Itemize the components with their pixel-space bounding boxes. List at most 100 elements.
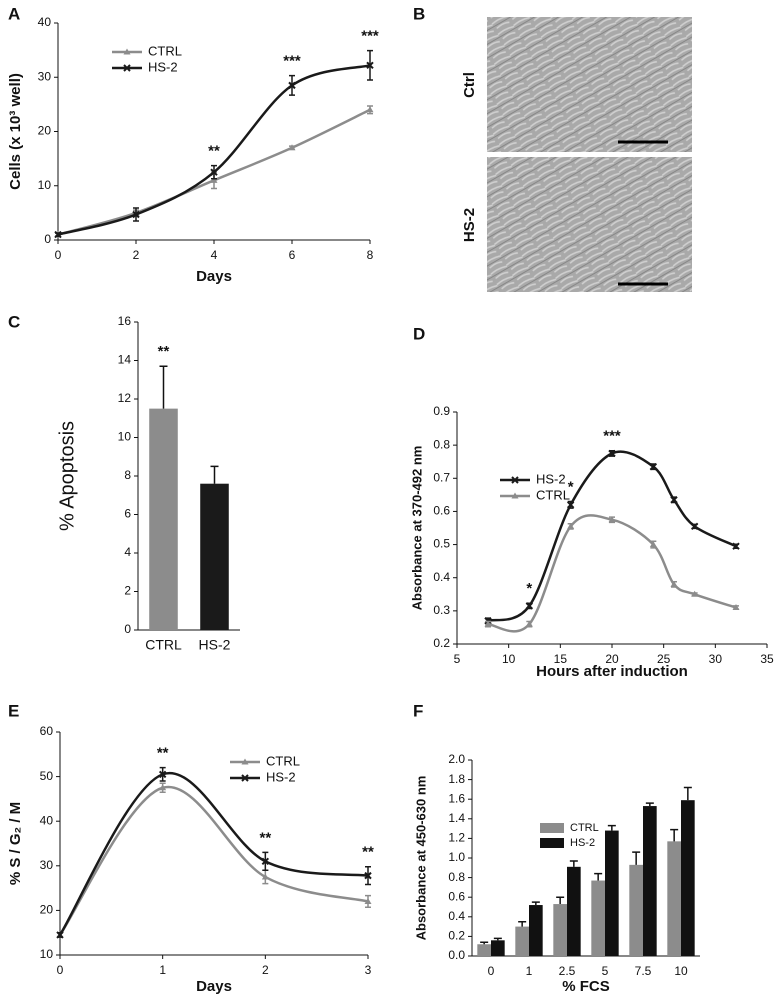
x-tick-label: 10 <box>674 964 688 978</box>
x-tick-label: CTRL <box>145 637 182 653</box>
y-tick-label: 0.4 <box>448 909 465 923</box>
x-tick-label: 8 <box>367 248 374 262</box>
legend-label: HS-2 <box>570 837 595 849</box>
legend-swatch <box>540 823 564 833</box>
significance: *** <box>603 428 621 445</box>
series-line <box>487 450 737 623</box>
panel-letter: A <box>8 4 20 23</box>
significance: *** <box>361 28 379 45</box>
x-tick-label: 5 <box>602 964 609 978</box>
series-line <box>487 514 737 633</box>
series-line <box>58 785 369 936</box>
panel-letter: F <box>413 701 423 720</box>
error-bar <box>683 786 692 801</box>
marker <box>56 931 64 939</box>
y-axis-label: Absorbance at 450-630 nm <box>413 776 428 941</box>
y-tick-label: 1.6 <box>448 791 465 805</box>
row-label: HS-2 <box>461 208 478 242</box>
y-tick-label: 1.4 <box>448 811 465 825</box>
y-tick-label: 0.3 <box>433 603 450 617</box>
y-tick-label: 0.6 <box>448 889 465 903</box>
y-tick-label: 50 <box>40 769 54 783</box>
legend-label: CTRL <box>570 822 599 834</box>
legend-label: HS-2 <box>148 59 178 74</box>
error-bar <box>632 851 641 865</box>
x-tick-label: 20 <box>605 652 619 666</box>
x-tick-label: 25 <box>657 652 671 666</box>
y-tick-label: 40 <box>38 15 52 29</box>
x-tick-label: 4 <box>211 248 218 262</box>
error-bar <box>531 901 540 906</box>
marker <box>511 476 519 484</box>
x-tick-label: 0 <box>57 963 64 977</box>
bar <box>605 830 619 956</box>
legend-label: HS-2 <box>536 471 566 486</box>
marker <box>608 516 616 523</box>
significance: ** <box>259 829 271 846</box>
marker <box>210 176 218 183</box>
significance: ** <box>157 745 169 762</box>
bar <box>200 483 229 630</box>
legend-label: CTRL <box>266 753 300 768</box>
bar <box>477 944 491 956</box>
y-tick-label: 6 <box>124 507 131 521</box>
marker <box>210 168 218 176</box>
marker <box>288 81 296 90</box>
marker <box>649 462 658 471</box>
y-tick-label: 16 <box>118 314 132 328</box>
marker <box>608 449 616 458</box>
marker <box>54 230 62 239</box>
error-bar <box>493 937 502 941</box>
y-tick-label: 1.0 <box>448 850 465 864</box>
bar <box>515 926 529 956</box>
x-tick-label: 2.5 <box>559 964 576 978</box>
micrograph <box>487 157 692 292</box>
y-tick-label: 20 <box>40 903 54 917</box>
x-axis-label: Hours after induction <box>536 663 688 680</box>
y-tick-label: 1.2 <box>448 831 465 845</box>
significance: ** <box>208 143 220 160</box>
y-tick-label: 0.9 <box>433 404 450 418</box>
y-tick-label: 0.2 <box>448 929 465 943</box>
error-bar <box>210 465 219 484</box>
y-axis-label: % Apoptosis <box>56 421 78 531</box>
bar <box>567 866 581 956</box>
marker <box>123 64 131 72</box>
marker <box>366 106 374 113</box>
x-axis-label: % FCS <box>562 978 610 995</box>
y-tick-label: 30 <box>40 858 54 872</box>
micrograph <box>487 17 692 152</box>
y-axis-label: % S / G₂ / M <box>7 802 24 885</box>
error-bar <box>670 828 679 842</box>
marker <box>158 770 167 779</box>
bar <box>591 880 605 956</box>
marker <box>670 580 678 587</box>
error-bar <box>518 920 527 927</box>
marker <box>364 871 372 880</box>
marker <box>261 873 269 880</box>
y-tick-label: 10 <box>38 178 52 192</box>
marker <box>241 774 249 782</box>
legend-label: CTRL <box>148 43 182 58</box>
marker <box>484 620 492 627</box>
marker <box>511 492 519 499</box>
y-tick-label: 0.6 <box>433 504 450 518</box>
significance: * <box>526 580 532 597</box>
y-tick-label: 0.8 <box>433 437 450 451</box>
panel-letter: B <box>413 4 425 23</box>
panel-letter: E <box>8 701 19 720</box>
error-bar <box>607 824 616 831</box>
bar <box>681 800 695 956</box>
row-label: Ctrl <box>461 72 478 98</box>
x-tick-label: 2 <box>262 963 269 977</box>
x-tick-label: 6 <box>289 248 296 262</box>
error-bar <box>480 941 489 945</box>
x-tick-label: 1 <box>159 963 166 977</box>
legend-label: HS-2 <box>266 769 296 784</box>
error-bar <box>159 365 168 409</box>
y-tick-label: 0.5 <box>433 537 450 551</box>
marker <box>566 501 575 509</box>
y-tick-label: 0.8 <box>448 870 465 884</box>
marker <box>159 784 167 791</box>
